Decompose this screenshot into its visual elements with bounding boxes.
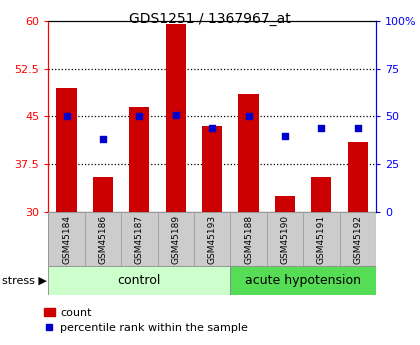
- Bar: [194, 212, 230, 266]
- Point: [318, 125, 325, 131]
- Bar: [239, 94, 259, 212]
- Text: GDS1251 / 1367967_at: GDS1251 / 1367967_at: [129, 12, 291, 26]
- Bar: [48, 212, 85, 266]
- Text: GSM45191: GSM45191: [317, 215, 326, 264]
- Bar: [230, 212, 267, 266]
- Point: [63, 114, 70, 119]
- Point: [245, 114, 252, 119]
- Text: GSM45184: GSM45184: [62, 215, 71, 264]
- Bar: [202, 126, 222, 212]
- Text: GSM45190: GSM45190: [281, 215, 289, 264]
- Text: GSM45189: GSM45189: [171, 215, 180, 264]
- Bar: [85, 212, 121, 266]
- Text: GSM45187: GSM45187: [135, 215, 144, 264]
- Point: [172, 112, 179, 117]
- Bar: [165, 24, 186, 212]
- Text: GSM45193: GSM45193: [207, 215, 217, 264]
- Bar: [57, 88, 76, 212]
- Bar: [275, 196, 295, 212]
- Point: [136, 114, 143, 119]
- Bar: [230, 266, 376, 295]
- Text: GSM45188: GSM45188: [244, 215, 253, 264]
- Point: [354, 125, 361, 131]
- Bar: [303, 212, 339, 266]
- Text: GSM45186: GSM45186: [98, 215, 108, 264]
- Bar: [93, 177, 113, 212]
- Bar: [348, 142, 368, 212]
- Point: [281, 133, 288, 138]
- Bar: [311, 177, 331, 212]
- Bar: [121, 212, 158, 266]
- Bar: [267, 212, 303, 266]
- Bar: [339, 212, 376, 266]
- Text: GSM45192: GSM45192: [353, 215, 362, 264]
- Point: [100, 137, 106, 142]
- Text: stress ▶: stress ▶: [2, 275, 47, 285]
- Text: acute hypotension: acute hypotension: [245, 274, 361, 287]
- Bar: [158, 212, 194, 266]
- Legend: count, percentile rank within the sample: count, percentile rank within the sample: [39, 303, 252, 338]
- Bar: [48, 266, 230, 295]
- Text: control: control: [118, 274, 161, 287]
- Point: [209, 125, 215, 131]
- Bar: [129, 107, 150, 212]
